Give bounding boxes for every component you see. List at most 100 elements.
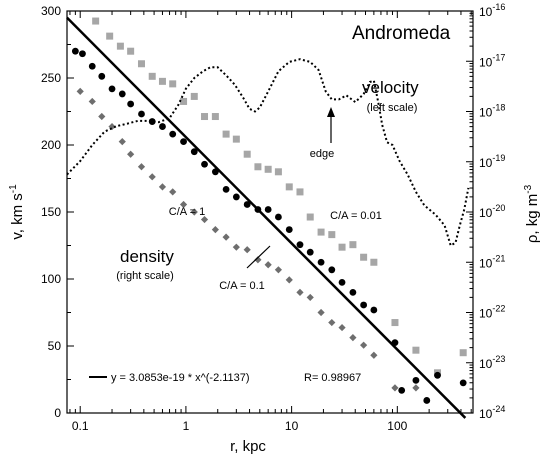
data-point-diamond [391, 384, 399, 392]
data-point-circle [201, 160, 208, 168]
data-point-square [211, 113, 219, 121]
data-point-circle [317, 258, 325, 266]
y-left-tick-label: 200 [41, 138, 61, 152]
y-right-label-text: ρ, kg m [524, 194, 541, 243]
data-point-circle [360, 301, 368, 309]
data-point-square [391, 319, 399, 327]
svg-text:ρ, kg m-3: ρ, kg m-3 [523, 184, 541, 243]
y-right-tick-label: 10-21 [479, 253, 505, 270]
data-point-circle [412, 376, 420, 384]
data-point-circle [127, 100, 135, 108]
data-point-circle [243, 201, 251, 208]
legend-equation: y = 3.0853e-19 * x^(-2.1137) [111, 372, 250, 384]
data-point-square [158, 77, 166, 85]
fit-line-layer [66, 16, 467, 419]
data-point-circle [159, 123, 166, 130]
data-point-diamond [349, 334, 357, 342]
data-point-square [201, 113, 209, 121]
data-point-circle [275, 213, 282, 221]
fit-line [66, 16, 467, 419]
data-point-square [285, 183, 293, 191]
y-right-tick-label: 10-17 [479, 52, 505, 69]
y-left-axis-label: v, km s-1 [8, 184, 26, 240]
data-point-square [338, 243, 346, 251]
y-left-label-text: v, km s [9, 193, 26, 239]
data-point-square [243, 150, 251, 158]
data-point-circle [190, 148, 198, 156]
data-point-circle [138, 110, 145, 118]
data-point-diamond [200, 215, 209, 224]
y-left-tick-label: 50 [48, 339, 62, 353]
data-point-square [92, 17, 100, 25]
data-point-circle [423, 397, 431, 404]
ca01-pointer [246, 245, 271, 269]
data-point-diamond [306, 293, 314, 302]
data-point-square [127, 47, 135, 55]
velocity-subnote: (left scale) [367, 102, 418, 114]
y-right-tick-label: 10-18 [479, 103, 505, 120]
data-point-square [232, 135, 240, 143]
data-point-diamond [148, 173, 156, 181]
svg-text:v, km s-1: v, km s-1 [8, 184, 26, 240]
data-point-diamond [179, 200, 188, 209]
y-right-tick-label: 10-16 [479, 2, 505, 19]
x-tick-label: 0.1 [72, 419, 89, 433]
data-point-square [222, 130, 230, 138]
data-point-circle [180, 138, 187, 146]
legend-r-value: R= 0.98967 [304, 372, 361, 384]
data-point-circle [328, 266, 336, 274]
ca001-label: C/A = 0.01 [330, 210, 382, 222]
data-point-diamond [158, 183, 167, 191]
data-point-diamond [243, 246, 251, 254]
data-point-circle [169, 130, 177, 138]
x-tick-label: 10 [285, 419, 299, 433]
data-point-circle [285, 226, 293, 233]
data-point-square [106, 32, 114, 40]
data-point-diamond [317, 308, 325, 317]
data-point-square [116, 42, 124, 50]
data-point-diamond [169, 188, 177, 196]
y-left-tick-label: 100 [41, 272, 61, 286]
data-point-square [137, 60, 145, 68]
data-point-circle [79, 50, 86, 58]
data-point-diamond [296, 288, 304, 296]
data-point-diamond [232, 243, 240, 251]
data-point-diamond [211, 225, 219, 234]
data-point-circle [222, 185, 230, 193]
data-point-diamond [137, 163, 146, 171]
data-point-circle [98, 72, 106, 80]
data-point-diamond [338, 323, 346, 332]
data-point-square [459, 349, 467, 357]
data-point-diamond [127, 150, 135, 158]
velocity-curve [66, 58, 470, 247]
data-point-diamond [76, 87, 84, 95]
data-point-circle [71, 47, 79, 55]
y-right-tick-label: 10-24 [479, 404, 505, 421]
data-point-square [274, 168, 282, 176]
series-c-a-0-1 [71, 47, 467, 404]
y-left-tick-label: 300 [41, 4, 61, 18]
ca1-label: C/A = 1 [169, 206, 205, 218]
data-point-circle [148, 118, 156, 125]
data-point-diamond [98, 112, 106, 121]
y-left-label-exp: -1 [8, 184, 19, 193]
data-point-circle [296, 241, 304, 249]
y-right-label-exp: -3 [523, 184, 534, 193]
x-tick-label: 1 [183, 419, 190, 433]
data-point-square [190, 92, 198, 100]
density-subnote: (right scale) [116, 270, 173, 282]
density-annotation: density [120, 247, 174, 266]
series-c-a-0-01 [92, 17, 467, 377]
ca01-label: C/A = 0.1 [219, 280, 265, 292]
series-c-a-1 [76, 87, 420, 392]
y-right-tick-label: 10-19 [479, 153, 505, 170]
data-point-circle [306, 248, 314, 256]
data-point-square [180, 97, 188, 105]
data-point-circle [232, 193, 240, 201]
y-right-tick-label: 10-23 [479, 354, 505, 371]
edge-arrow-head [327, 107, 335, 117]
y-left-tick-label: 0 [54, 406, 61, 420]
data-point-circle [264, 206, 272, 213]
data-point-diamond [88, 97, 96, 106]
data-point-circle [118, 90, 126, 98]
